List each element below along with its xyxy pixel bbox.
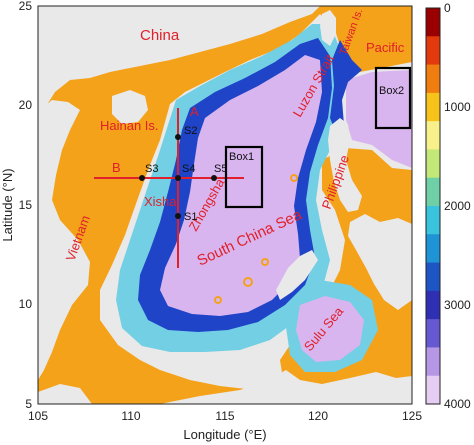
colorbar-tick-label: 1000 bbox=[444, 100, 471, 114]
station-s3-marker bbox=[139, 175, 145, 181]
label-xisha: Xisha bbox=[144, 194, 177, 209]
land-borneo bbox=[160, 370, 412, 404]
station-s2-label: S2 bbox=[184, 125, 197, 137]
station-s5-marker bbox=[211, 175, 217, 181]
abyssal-sulu bbox=[296, 296, 364, 362]
x-tick-label: 105 bbox=[28, 409, 48, 423]
land-indochina bbox=[38, 100, 90, 380]
land-hainan bbox=[112, 90, 148, 124]
colorbar-segment bbox=[426, 234, 440, 264]
land-philippines-south bbox=[348, 214, 412, 310]
colorbar-gradient bbox=[426, 8, 440, 405]
station-s3-label: S3 bbox=[145, 163, 158, 175]
colorbar: 0 1000 2000 3000 4000 bbox=[425, 1, 471, 411]
pacific-slope bbox=[330, 40, 362, 138]
y-tick-label: 15 bbox=[19, 198, 33, 212]
reef-features bbox=[214, 174, 298, 304]
station-s1-label: S1 bbox=[184, 211, 197, 223]
land-malay bbox=[38, 384, 92, 404]
abyssal-pacific bbox=[346, 70, 412, 168]
station-s1-marker bbox=[175, 213, 181, 219]
box2-label: Box2 bbox=[379, 85, 404, 97]
colorbar-segment bbox=[426, 290, 440, 320]
colorbar-tick-label: 2000 bbox=[444, 199, 471, 213]
x-tick-label: 120 bbox=[308, 409, 328, 423]
colorbar-segment bbox=[426, 121, 440, 151]
map-area bbox=[38, 6, 412, 404]
land-luzon bbox=[328, 118, 362, 212]
colorbar-segment bbox=[426, 206, 440, 235]
colorbar-segment bbox=[426, 319, 440, 349]
x-tick-label: 110 bbox=[121, 409, 140, 423]
section-b-label: B bbox=[112, 160, 121, 175]
box2-outline bbox=[374, 66, 412, 130]
y-axis: 5 10 15 20 25 Latitude (°N) bbox=[0, 0, 32, 411]
x-axis-title: Longitude (°E) bbox=[183, 427, 266, 442]
colorbar-segment bbox=[426, 177, 440, 207]
colorbar-tick-label: 3000 bbox=[444, 298, 471, 312]
station-s5-label: S5 bbox=[214, 163, 227, 175]
map-border bbox=[37, 5, 413, 405]
y-tick-label: 10 bbox=[19, 297, 33, 311]
colorbar-segment bbox=[426, 36, 440, 66]
x-tick-label: 115 bbox=[215, 409, 234, 423]
station-s4-marker bbox=[175, 175, 181, 181]
colorbar-border bbox=[425, 7, 441, 405]
colorbar-segment bbox=[426, 64, 440, 94]
y-tick-label: 20 bbox=[19, 98, 33, 112]
y-axis-title: Latitude (°N) bbox=[0, 168, 15, 241]
y-tick-label: 25 bbox=[19, 0, 33, 13]
label-hainan: Hainan Is. bbox=[100, 118, 159, 133]
colorbar-segment bbox=[426, 347, 440, 377]
station-s2-marker bbox=[175, 134, 181, 140]
colorbar-tick-label: 0 bbox=[444, 1, 451, 15]
colorbar-segment bbox=[426, 8, 440, 37]
label-china: China bbox=[140, 27, 180, 44]
station-markers bbox=[139, 134, 217, 219]
land-palawan bbox=[276, 250, 318, 300]
land-china bbox=[38, 6, 320, 112]
colorbar-segment bbox=[426, 375, 440, 405]
colorbar-segment bbox=[426, 92, 440, 122]
station-s4-label: S4 bbox=[182, 163, 195, 175]
colorbar-tick-label: 4000 bbox=[444, 397, 471, 411]
x-axis: 105 110 115 120 125 Longitude (°E) bbox=[28, 409, 422, 442]
box1-label: Box1 bbox=[229, 151, 254, 163]
colorbar-segment bbox=[426, 262, 440, 292]
box1-outline bbox=[224, 145, 264, 209]
colorbar-segment bbox=[426, 149, 440, 179]
section-a-label: A bbox=[190, 104, 199, 119]
land-taiwan bbox=[320, 10, 336, 46]
label-pacific: Pacific bbox=[366, 40, 405, 55]
abyssal-plain bbox=[160, 55, 322, 316]
x-tick-label: 125 bbox=[402, 409, 422, 423]
y-tick-label: 5 bbox=[25, 397, 32, 411]
